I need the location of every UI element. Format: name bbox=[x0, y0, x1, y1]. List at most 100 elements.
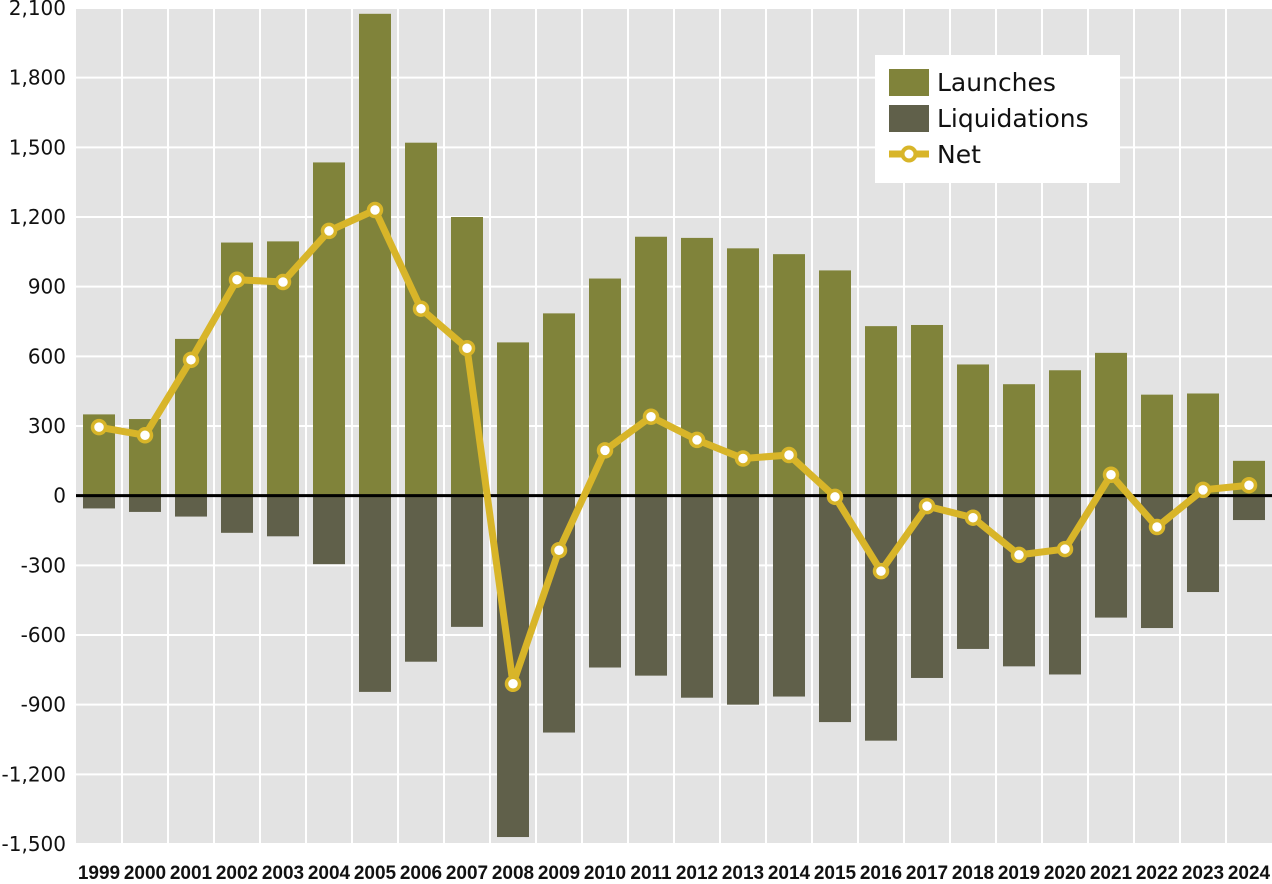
net-series bbox=[90, 201, 1258, 693]
net-point bbox=[642, 408, 660, 425]
liquidations-bar bbox=[635, 495, 667, 676]
net-point bbox=[228, 271, 246, 288]
legend-label-launches: Launches bbox=[937, 68, 1056, 97]
launches-series bbox=[83, 13, 1265, 496]
net-point bbox=[1240, 476, 1258, 494]
liquidations-bar bbox=[1095, 495, 1127, 618]
liquidations-bar bbox=[865, 495, 897, 741]
x-tick-label: 2019 bbox=[998, 863, 1040, 884]
x-tick-label: 2007 bbox=[446, 863, 488, 884]
liquidations-bar bbox=[819, 495, 851, 723]
legend-label-liquidations: Liquidations bbox=[937, 104, 1089, 133]
x-tick-label: 2004 bbox=[308, 863, 351, 884]
legend-swatch-net-marker bbox=[900, 145, 918, 163]
net-point bbox=[1102, 466, 1120, 484]
net-point bbox=[688, 431, 706, 449]
liquidations-bar bbox=[221, 495, 253, 533]
net-point bbox=[550, 541, 568, 559]
x-tick-label: 2003 bbox=[262, 863, 304, 884]
y-tick-label: 1,500 bbox=[9, 135, 66, 159]
launches-bar bbox=[1141, 394, 1173, 496]
y-tick-label: 1,200 bbox=[9, 205, 66, 229]
x-tick-label: 2017 bbox=[906, 863, 948, 884]
net-point bbox=[964, 509, 982, 526]
x-tick-label: 2006 bbox=[400, 863, 442, 884]
liquidations-bar bbox=[451, 495, 483, 627]
net-point bbox=[274, 273, 292, 291]
liquidations-bar bbox=[267, 495, 299, 537]
legend-swatch-liquidations bbox=[889, 105, 929, 132]
x-tick-label: 2014 bbox=[768, 863, 811, 884]
legend-swatch-launches bbox=[889, 69, 929, 96]
liquidations-bar bbox=[405, 495, 437, 662]
y-tick-label: 1,800 bbox=[9, 66, 66, 90]
net-point bbox=[780, 446, 798, 464]
x-tick-label: 2001 bbox=[170, 863, 213, 884]
net-point bbox=[412, 300, 430, 317]
launches-bar bbox=[819, 270, 851, 496]
launches-bar bbox=[313, 162, 345, 496]
net-point bbox=[458, 339, 476, 357]
x-axis-ticks: 1999 2000 2001 2002 2003 2004 2005 2006 2007 2008… bbox=[78, 863, 1271, 884]
liquidations-bar bbox=[313, 495, 345, 565]
net-point bbox=[918, 497, 936, 515]
x-tick-label: 2016 bbox=[860, 863, 902, 884]
launches-bar bbox=[359, 13, 391, 496]
liquidations-bar bbox=[175, 495, 207, 517]
y-tick-label: 600 bbox=[28, 344, 66, 368]
y-axis-ticks: 2,100 1,800 1,500 1,200 900 600 300 0 -300 -600 -9… bbox=[2, 0, 66, 856]
net-point bbox=[1010, 546, 1028, 564]
x-tick-label: 2011 bbox=[630, 863, 672, 884]
x-tick-label: 2010 bbox=[584, 863, 626, 884]
net-point bbox=[366, 201, 384, 219]
net-point bbox=[1194, 481, 1212, 499]
x-tick-label: 2021 bbox=[1090, 863, 1133, 884]
net-point bbox=[734, 450, 752, 467]
liquidations-bar bbox=[1233, 495, 1265, 521]
grid-lines bbox=[76, 7, 1272, 845]
net-point bbox=[1148, 518, 1166, 536]
legend: Launches Liquidations Net bbox=[875, 55, 1120, 183]
x-tick-label: 2018 bbox=[952, 863, 994, 884]
y-tick-label: -1,200 bbox=[2, 762, 66, 786]
net-point bbox=[136, 427, 154, 444]
launches-bar bbox=[911, 324, 943, 496]
x-tick-label: 2023 bbox=[1182, 863, 1224, 884]
launches-bar bbox=[681, 237, 713, 496]
y-tick-label: 300 bbox=[28, 414, 66, 438]
legend-label-net: Net bbox=[937, 140, 981, 169]
liquidations-bar bbox=[1003, 495, 1035, 667]
y-tick-label: -900 bbox=[21, 693, 66, 717]
x-tick-label: 2002 bbox=[216, 863, 258, 884]
liquidations-bar bbox=[727, 495, 759, 705]
x-tick-label: 2013 bbox=[722, 863, 764, 884]
x-tick-label: 2008 bbox=[492, 863, 534, 884]
net-point bbox=[182, 351, 200, 369]
liquidations-bar bbox=[129, 495, 161, 512]
y-tick-label: 2,100 bbox=[9, 0, 66, 20]
launches-bar bbox=[865, 326, 897, 496]
x-tick-label: 2015 bbox=[814, 863, 857, 884]
launches-bar bbox=[635, 236, 667, 496]
launches-bar bbox=[497, 342, 529, 496]
y-tick-label: 900 bbox=[28, 275, 66, 299]
x-tick-label: 2012 bbox=[676, 863, 718, 884]
liquidations-bar bbox=[83, 495, 115, 509]
x-tick-label: 2024 bbox=[1228, 863, 1271, 884]
x-tick-label: 2009 bbox=[538, 863, 580, 884]
liquidations-bar bbox=[1187, 495, 1219, 593]
liquidations-bar bbox=[1049, 495, 1081, 675]
liquidations-bar bbox=[773, 495, 805, 697]
net-point bbox=[320, 222, 338, 240]
net-point bbox=[872, 562, 890, 580]
net-point bbox=[504, 675, 522, 693]
x-tick-label: 2020 bbox=[1044, 863, 1086, 884]
x-tick-label: 2022 bbox=[1136, 863, 1178, 884]
x-tick-label: 1999 bbox=[78, 863, 120, 884]
y-tick-label: 0 bbox=[53, 484, 66, 508]
net-point bbox=[1056, 540, 1074, 558]
launches-bar bbox=[1003, 384, 1035, 496]
y-tick-label: -600 bbox=[21, 623, 66, 647]
x-tick-label: 2000 bbox=[124, 863, 166, 884]
